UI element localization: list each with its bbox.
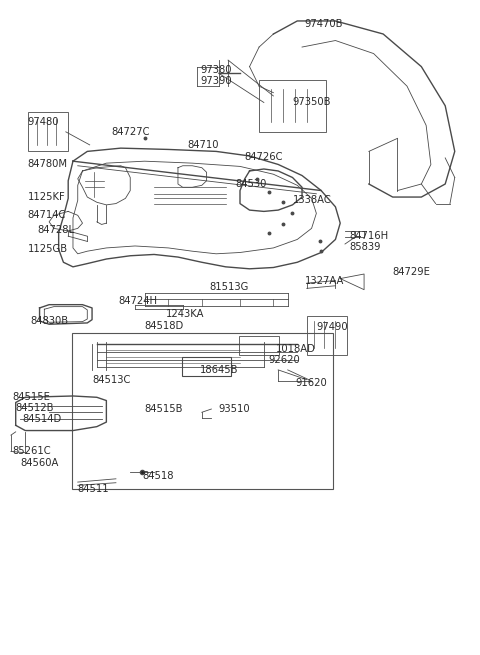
Text: 93510: 93510 bbox=[218, 404, 250, 414]
Text: 84716H: 84716H bbox=[350, 231, 389, 241]
Text: 18645B: 18645B bbox=[199, 365, 238, 375]
Text: 84830B: 84830B bbox=[30, 316, 68, 326]
Text: 84513C: 84513C bbox=[92, 375, 131, 384]
Text: 84728L: 84728L bbox=[37, 225, 74, 234]
Text: 84727C: 84727C bbox=[111, 127, 150, 137]
Text: 1243KA: 1243KA bbox=[166, 309, 204, 320]
Text: 91620: 91620 bbox=[295, 378, 326, 388]
Text: 85261C: 85261C bbox=[12, 447, 50, 457]
Text: 84729E: 84729E bbox=[393, 267, 431, 277]
Text: 97480: 97480 bbox=[28, 117, 59, 127]
Text: 1125KF: 1125KF bbox=[28, 192, 65, 202]
Text: 84530: 84530 bbox=[235, 179, 266, 189]
Bar bbox=[72, 333, 333, 489]
Text: 84518: 84518 bbox=[142, 471, 174, 481]
Text: 84512B: 84512B bbox=[16, 403, 54, 413]
Text: 97490: 97490 bbox=[316, 322, 348, 333]
Text: 85839: 85839 bbox=[350, 242, 381, 252]
Text: 84518D: 84518D bbox=[144, 320, 184, 331]
Text: 97350B: 97350B bbox=[292, 98, 331, 107]
Text: 97380: 97380 bbox=[201, 65, 232, 75]
Text: 1327AA: 1327AA bbox=[304, 276, 344, 286]
Text: 84724H: 84724H bbox=[118, 297, 157, 307]
Text: 84514D: 84514D bbox=[23, 414, 62, 424]
Text: 97390: 97390 bbox=[201, 76, 232, 86]
Text: 84515B: 84515B bbox=[144, 404, 183, 414]
Text: 84726C: 84726C bbox=[245, 151, 283, 162]
Text: 84511: 84511 bbox=[78, 484, 109, 495]
Text: 1338AC: 1338AC bbox=[292, 195, 331, 205]
Text: 92620: 92620 bbox=[269, 355, 300, 365]
Text: 1018AD: 1018AD bbox=[276, 344, 316, 354]
Text: 84515E: 84515E bbox=[12, 392, 50, 402]
Text: 1125GB: 1125GB bbox=[28, 244, 68, 254]
Text: 97470B: 97470B bbox=[304, 19, 343, 29]
Text: 81513G: 81513G bbox=[209, 282, 248, 292]
Text: 84714C: 84714C bbox=[28, 210, 66, 220]
Text: 84780M: 84780M bbox=[28, 159, 68, 170]
Text: 84560A: 84560A bbox=[21, 457, 59, 468]
Text: 84710: 84710 bbox=[188, 140, 219, 150]
